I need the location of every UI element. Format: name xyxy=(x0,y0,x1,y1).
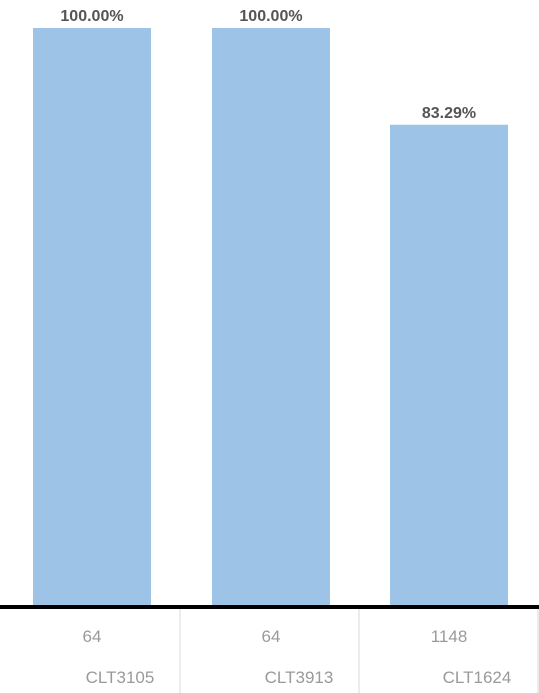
category-dividers xyxy=(179,609,539,693)
category-label-clt3913: CLT3913 xyxy=(265,668,334,687)
bars-layer xyxy=(33,28,508,607)
count-label-clt3913: 64 xyxy=(262,627,281,646)
category-label-clt1624: CLT1624 xyxy=(443,668,512,687)
value-label-clt3105: 100.00% xyxy=(60,8,123,25)
count-label-clt3105: 64 xyxy=(83,627,102,646)
bar-clt3105 xyxy=(33,28,151,607)
bar-clt1624 xyxy=(390,124,508,607)
category-labels-layer: 64 CLT3105 64 CLT3913 1148 CLT1624 xyxy=(83,627,512,687)
bar-clt3913 xyxy=(212,28,330,607)
value-label-clt3913: 100.00% xyxy=(239,8,302,25)
count-label-clt1624: 1148 xyxy=(431,627,468,646)
value-labels-layer: 100.00% 100.00% 83.29% xyxy=(60,8,476,122)
category-label-clt3105: CLT3105 xyxy=(86,668,155,687)
value-label-clt1624: 83.29% xyxy=(422,105,476,122)
